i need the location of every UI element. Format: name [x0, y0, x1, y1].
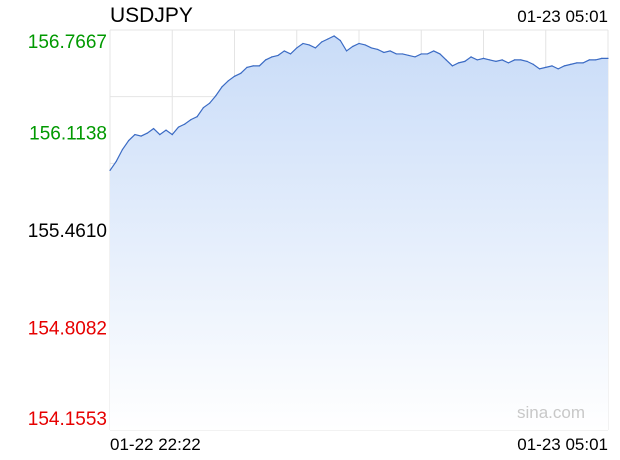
price-point [352, 45, 354, 48]
price-point [240, 72, 242, 74]
price-point [302, 42, 304, 45]
price-point [146, 132, 148, 134]
price-point [233, 75, 236, 77]
price-point [321, 41, 323, 43]
price-point [215, 95, 217, 97]
price-point [563, 65, 566, 67]
price-point [451, 65, 453, 67]
price-point [389, 50, 391, 52]
price-point [582, 62, 584, 64]
y-tick-label: 154.8082 [28, 318, 107, 339]
price-point [209, 102, 211, 104]
price-point [576, 62, 578, 64]
price-point [507, 62, 509, 64]
price-point [607, 57, 609, 60]
y-axis-labels: 156.7667 156.1138 155.4610 154.8082 154.1553 [28, 32, 107, 430]
price-point [171, 133, 173, 136]
price-point [121, 148, 124, 151]
price-point [476, 59, 478, 61]
price-point [327, 38, 329, 40]
price-point [339, 39, 341, 42]
price-point [134, 133, 136, 136]
price-point [489, 59, 491, 61]
price-point [252, 65, 254, 67]
price-point [426, 53, 429, 55]
y-tick-label: 156.1138 [29, 124, 107, 145]
price-point [557, 68, 559, 70]
x-tick-start: 01-22 22:22 [110, 435, 201, 454]
price-point [289, 53, 292, 55]
price-point [501, 59, 503, 61]
price-point [588, 59, 590, 61]
price-point [482, 57, 485, 60]
timestamp-label: 01-23 05:01 [517, 7, 608, 26]
price-point [221, 86, 223, 88]
price-point [433, 50, 435, 52]
price-point [532, 63, 534, 65]
price-point [395, 53, 397, 55]
y-tick-label: 155.4610 [28, 221, 107, 242]
price-point [570, 63, 572, 65]
price-point [594, 59, 597, 61]
y-tick-label: 156.7667 [28, 32, 107, 53]
price-point [358, 42, 360, 45]
price-point [401, 53, 404, 55]
price-point [408, 54, 410, 57]
price-point [277, 54, 279, 57]
price-point [520, 59, 522, 61]
price-point [227, 80, 229, 82]
price-point [364, 44, 366, 46]
price-point [184, 123, 186, 125]
price-point [514, 59, 516, 61]
price-area-fill [110, 36, 608, 430]
price-point [308, 44, 310, 46]
price-point [464, 60, 466, 62]
price-point [601, 57, 603, 60]
symbol-title: USDJPY [110, 4, 193, 27]
price-point [383, 51, 385, 54]
price-point [439, 53, 441, 55]
price-point [165, 129, 167, 131]
price-point [470, 56, 472, 58]
price-point [196, 116, 198, 118]
watermark: sina.com [517, 403, 585, 422]
price-point [246, 66, 248, 68]
price-point [526, 60, 528, 62]
price-point [377, 48, 379, 51]
price-points [109, 35, 609, 172]
price-point [152, 127, 155, 130]
price-point [177, 126, 180, 128]
price-point [109, 169, 111, 172]
price-point [202, 107, 204, 109]
price-point [140, 135, 142, 137]
price-point [296, 47, 298, 49]
price-point [314, 47, 317, 49]
price-point [445, 59, 447, 61]
price-point [420, 53, 422, 55]
y-tick-label: 154.1553 [28, 409, 107, 430]
x-tick-end: 01-23 05:01 [517, 435, 608, 454]
price-point [190, 119, 192, 121]
price-point [258, 65, 260, 67]
price-point [333, 35, 335, 37]
price-point [538, 68, 541, 70]
price-point [458, 62, 460, 64]
price-point [370, 47, 373, 49]
price-point [495, 60, 497, 62]
price-point [545, 66, 547, 68]
price-point [128, 139, 130, 142]
price-point [345, 50, 348, 52]
price-point [265, 59, 267, 61]
price-point [283, 50, 285, 52]
price-point [271, 56, 273, 58]
price-point [159, 133, 161, 136]
price-point [115, 160, 117, 163]
price-point [551, 65, 553, 67]
price-point [414, 56, 416, 58]
